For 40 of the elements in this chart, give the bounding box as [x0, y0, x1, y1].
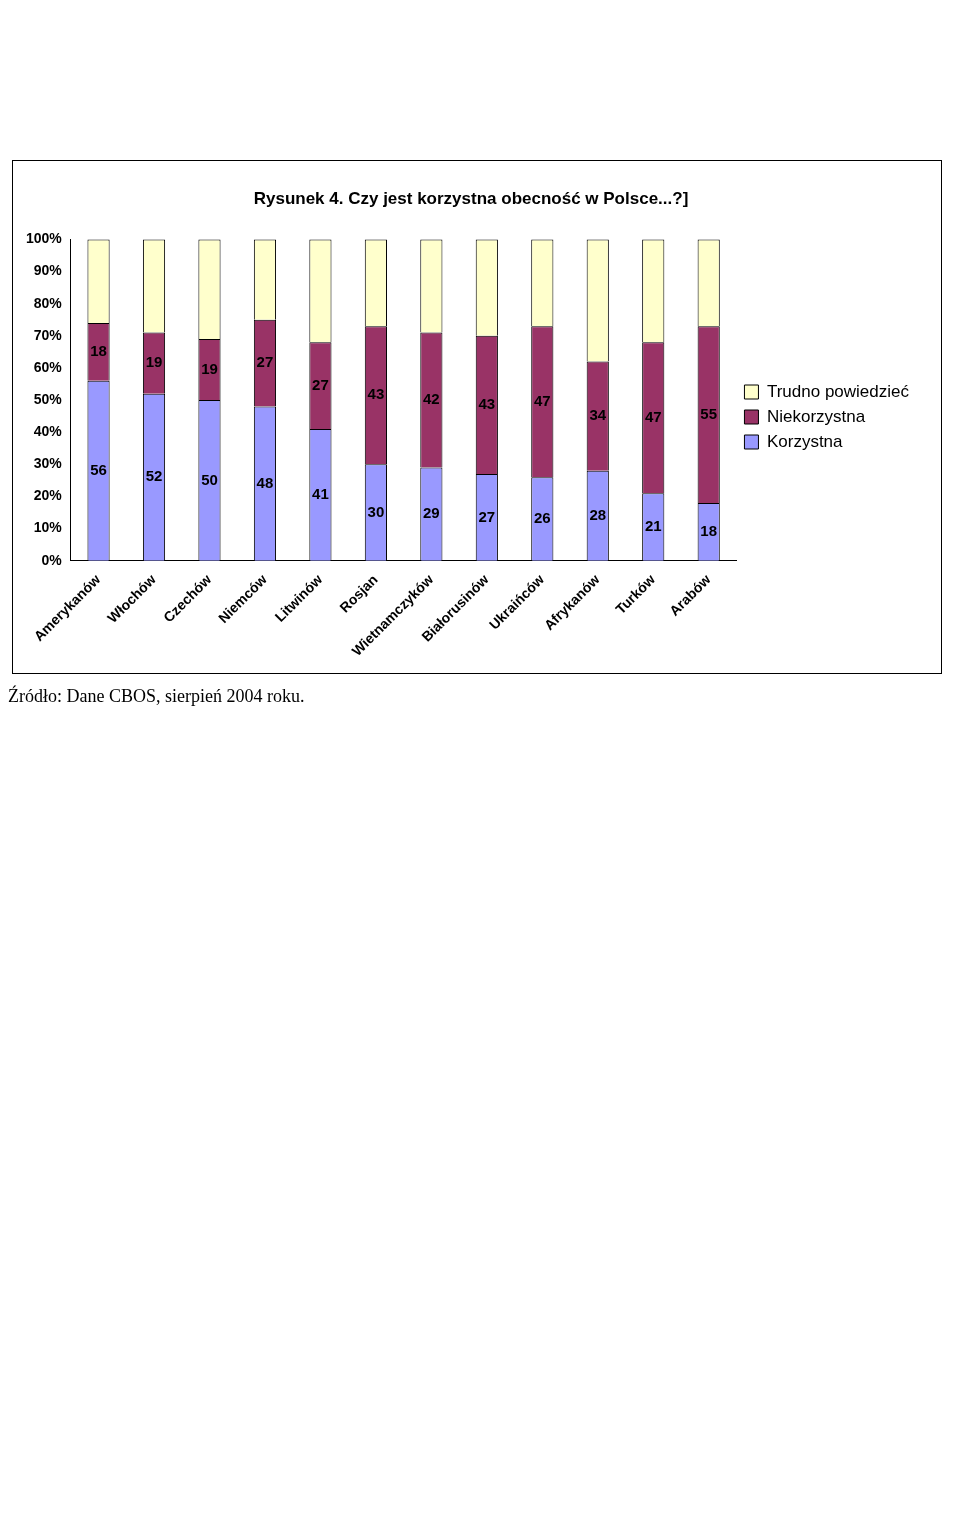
data-label: 26: [533, 509, 551, 527]
data-label: 29: [423, 504, 440, 522]
legend-label: Niekorzystna: [766, 406, 866, 426]
y-tick-label: 20%: [33, 487, 63, 504]
data-label: 42: [423, 390, 440, 408]
data-label: 30: [367, 502, 385, 520]
data-label: 48: [256, 473, 274, 491]
data-label: 50: [201, 470, 218, 488]
data-label: 18: [700, 521, 718, 539]
data-label: 27: [256, 353, 274, 371]
data-label: 18: [90, 342, 107, 360]
legend-label: Korzystna: [766, 431, 844, 451]
data-label: 27: [478, 507, 496, 525]
text: Źródło: Dane CBOS, sierpień 2004 roku.: [8, 686, 306, 707]
data-label: 34: [589, 406, 607, 424]
data-label: 43: [478, 395, 496, 413]
chart-title: Rysunek 4. Czy jest korzystna obecność w Polsce...?]: [253, 188, 689, 208]
data-label: 27: [312, 375, 329, 393]
y-tick-label: 30%: [33, 455, 63, 472]
legend-label: Trudno powiedzieć: [766, 381, 910, 401]
data-label: 21: [644, 517, 662, 535]
data-label: 55: [700, 404, 718, 422]
data-label: 28: [589, 505, 607, 523]
y-tick-label: 10%: [33, 519, 63, 536]
data-label: 56: [90, 460, 107, 478]
y-tick-label: 0%: [41, 551, 63, 568]
y-tick-label: 50%: [33, 390, 63, 407]
y-tick-label: 40%: [33, 423, 63, 440]
y-tick-label: 100%: [25, 230, 63, 247]
data-label: 19: [145, 353, 163, 371]
data-label: 52: [145, 467, 163, 485]
data-label: 19: [201, 359, 218, 377]
data-label: 41: [312, 485, 329, 503]
data-label: 47: [533, 391, 551, 409]
y-tick-label: 90%: [33, 262, 63, 279]
y-tick-label: 70%: [33, 326, 63, 343]
data-label: 43: [367, 385, 385, 403]
y-tick-label: 80%: [33, 294, 63, 311]
data-label: 47: [644, 407, 662, 425]
y-tick-label: 60%: [33, 358, 63, 375]
